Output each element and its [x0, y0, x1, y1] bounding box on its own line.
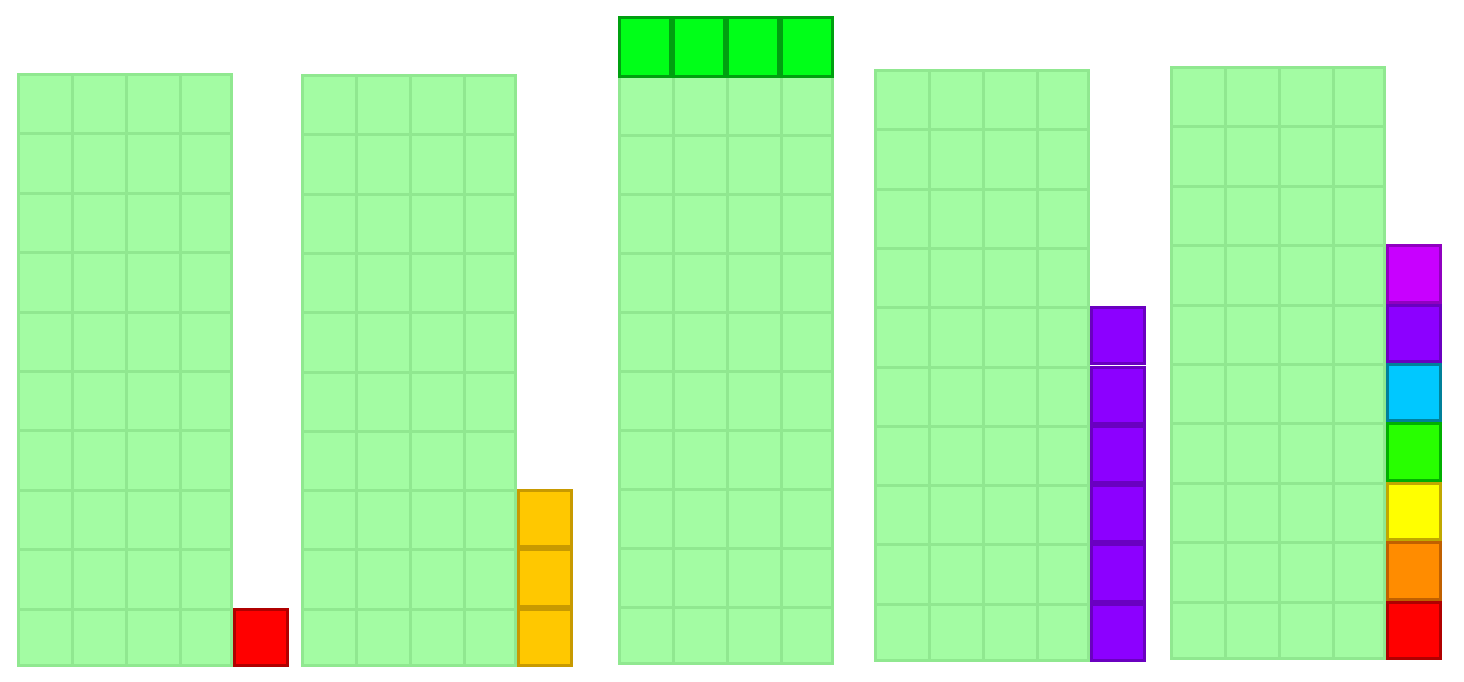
grid-line	[20, 488, 230, 492]
grid-line	[877, 424, 1087, 428]
grid-line	[621, 488, 831, 491]
grid-line	[877, 602, 1087, 606]
unit-block	[618, 16, 672, 78]
grid-line	[877, 365, 1087, 369]
grid-line	[621, 547, 831, 550]
unit-block	[1090, 543, 1146, 603]
grid-line	[304, 607, 514, 611]
grid-line	[877, 484, 1087, 488]
grid-line	[621, 252, 831, 255]
hundred-grid	[17, 73, 233, 667]
unit-block	[1386, 244, 1442, 304]
unit-block	[1090, 484, 1146, 544]
grid-line	[304, 311, 514, 315]
hundred-grid	[874, 69, 1090, 662]
grid-line	[304, 429, 514, 433]
grid-line	[304, 370, 514, 374]
unit-block	[233, 607, 289, 667]
grid-line	[877, 128, 1087, 132]
grid-line	[1173, 481, 1383, 485]
grid-line	[304, 548, 514, 552]
grid-line	[304, 192, 514, 196]
unit-block	[1386, 600, 1442, 660]
unit-block	[1386, 481, 1442, 542]
grid-line	[877, 543, 1087, 547]
grid-line	[304, 489, 514, 493]
hundred-grid	[618, 75, 834, 665]
grid-line	[621, 193, 831, 196]
grid-line	[1173, 244, 1383, 248]
grid-line	[621, 429, 831, 432]
grid-line	[20, 251, 230, 255]
unit-block	[1090, 365, 1146, 425]
grid-line	[304, 133, 514, 137]
unit-block	[517, 607, 573, 667]
grid-line	[621, 370, 831, 373]
unit-block	[1386, 541, 1442, 601]
unit-block	[1386, 363, 1442, 423]
hundred-grid	[1170, 66, 1386, 660]
grid-line	[877, 306, 1087, 310]
unit-block	[1386, 303, 1442, 363]
grid-line	[20, 132, 230, 136]
hundred-grid	[301, 74, 517, 667]
grid-line	[304, 251, 514, 255]
unit-block	[517, 489, 573, 549]
unit-block	[517, 548, 573, 608]
unit-block	[1090, 602, 1146, 662]
grid-line	[20, 607, 230, 611]
grid-line	[621, 134, 831, 137]
grid-line	[1173, 600, 1383, 604]
grid-line	[20, 191, 230, 195]
grid-line	[621, 606, 831, 609]
grid-line	[1173, 422, 1383, 426]
grid-line	[877, 246, 1087, 250]
grid-line	[1173, 125, 1383, 129]
unit-block	[1386, 422, 1442, 482]
unit-block	[726, 16, 780, 78]
grid-line	[1173, 541, 1383, 545]
grid-line	[1173, 184, 1383, 188]
grid-line	[621, 311, 831, 314]
grid-line	[20, 310, 230, 314]
unit-block	[780, 16, 834, 78]
grid-line	[877, 187, 1087, 191]
grid-line	[20, 548, 230, 552]
grid-line	[1173, 363, 1383, 366]
grid-line	[20, 370, 230, 373]
unit-block	[672, 16, 726, 78]
unit-block	[1090, 306, 1146, 366]
grid-line	[20, 429, 230, 433]
grid-line	[1173, 303, 1383, 307]
unit-block	[1090, 424, 1146, 485]
